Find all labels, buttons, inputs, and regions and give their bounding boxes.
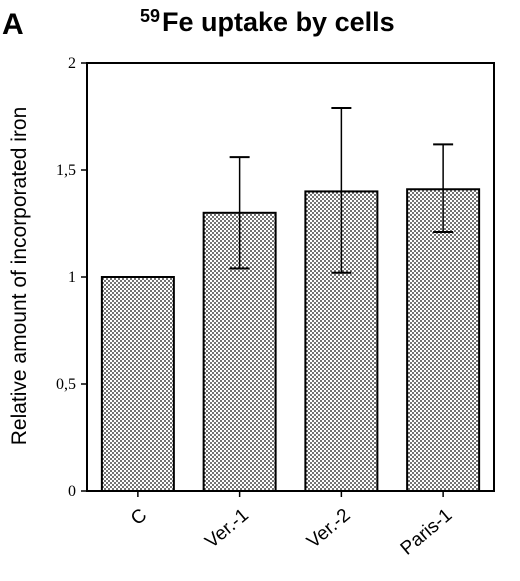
bar: [406, 188, 481, 492]
chart-title: 59Fe uptake by cells: [140, 6, 395, 37]
y-tick-label: 1: [68, 269, 76, 286]
x-tick-label: Ver.-2: [303, 505, 355, 553]
y-tick-label: 0,5: [56, 376, 76, 393]
title-superscript: 59: [140, 6, 160, 26]
panel-label: A: [2, 8, 24, 41]
y-tick-label: 1,5: [56, 162, 76, 179]
error-bars: [229, 106, 454, 274]
y-tick-label: 2: [68, 55, 76, 72]
x-tick-label: Paris-1: [397, 505, 457, 560]
bar: [100, 276, 175, 492]
x-tick-label: C: [127, 505, 151, 530]
x-axis-labels: C Ver.-1 Ver.-2 Paris-1: [127, 491, 456, 560]
y-tick-label: 0: [68, 483, 76, 500]
y-axis-label: Relative amount of incorporated iron: [8, 107, 31, 446]
x-tick-label: Ver.-1: [201, 505, 253, 553]
y-axis: 0 0,5 1 1,5 2: [56, 55, 87, 500]
title-text: Fe uptake by cells: [162, 7, 395, 37]
bars: [100, 188, 481, 493]
